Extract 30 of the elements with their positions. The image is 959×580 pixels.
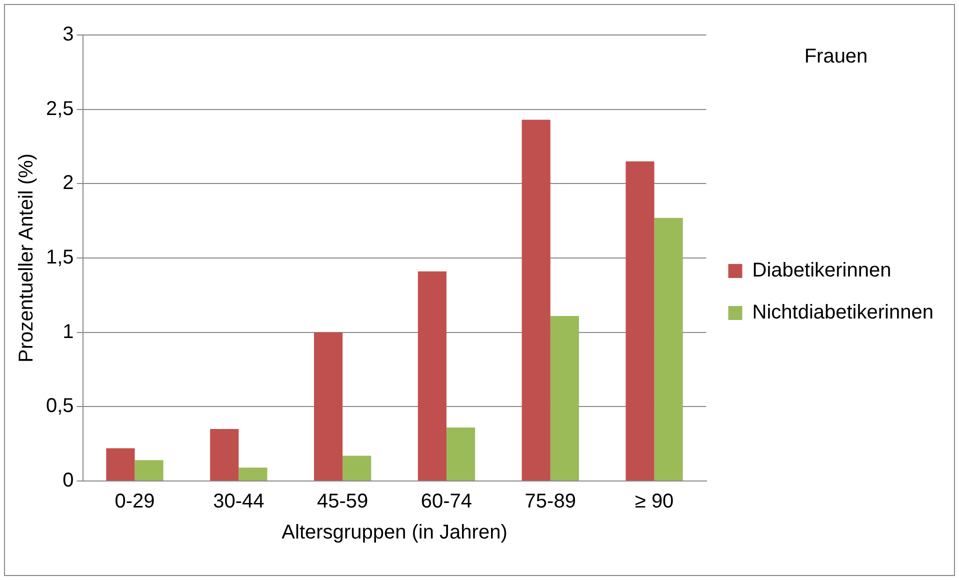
y-tick-label: 2 (62, 172, 74, 194)
x-axis-title: Altersgruppen (in Jahren) (282, 522, 508, 544)
bar (210, 428, 239, 480)
x-tick-label: 75-89 (524, 490, 576, 513)
y-tick-label: 3 (62, 24, 74, 46)
y-tick-label: 0,5 (46, 395, 74, 418)
x-tick-label: ≥ 90 (634, 490, 674, 513)
y-tick-label: 1,5 (46, 246, 74, 269)
bar (522, 120, 550, 480)
y-tick-label: 1 (62, 320, 74, 343)
bar (626, 161, 654, 480)
bar (446, 427, 476, 480)
bar (654, 218, 683, 480)
bar (418, 271, 446, 480)
legend-label: Nichtdiabetikerinnen (752, 302, 934, 324)
legend-label: Diabetikerinnen (752, 260, 892, 282)
x-tick-label: 30-44 (213, 490, 264, 513)
bar (134, 460, 164, 480)
y-axis-title: Prozentueller Anteil (%) (16, 154, 38, 362)
bar (550, 316, 579, 480)
text: Frauen (804, 46, 868, 68)
x-tick-label: 45-59 (316, 490, 368, 513)
bar (314, 332, 343, 480)
y-tick-label: 0 (62, 470, 74, 492)
bar (106, 448, 135, 480)
bar (238, 468, 268, 480)
x-tick-label: 0-29 (114, 490, 155, 513)
x-tick-label: 60-74 (420, 490, 472, 513)
y-tick-label: 2,5 (46, 98, 74, 120)
bar (342, 456, 372, 480)
